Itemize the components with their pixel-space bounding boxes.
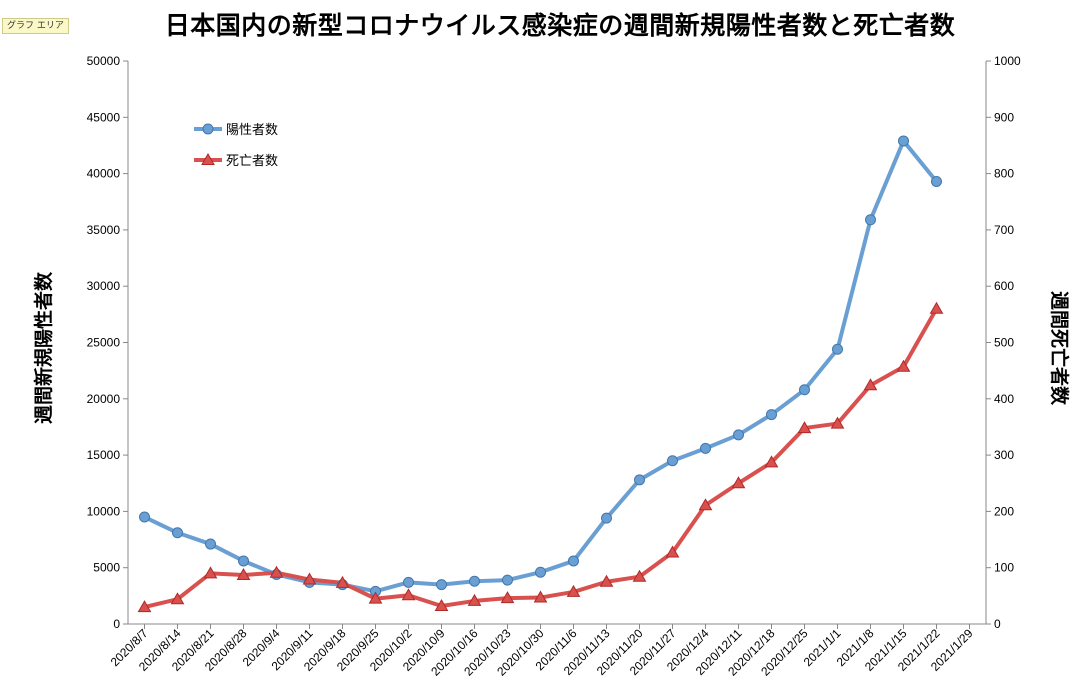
y-tick-label-right: 300 xyxy=(994,448,1014,462)
chart-area-tag: グラフ エリア xyxy=(2,18,69,34)
data-point-series-1 xyxy=(766,409,777,421)
data-point-series-2 xyxy=(929,301,944,314)
data-point-series-2 xyxy=(863,378,878,391)
legend-label-2: 死亡者数 xyxy=(226,154,278,169)
data-point-series-2 xyxy=(665,545,680,558)
data-point-series-1 xyxy=(238,555,249,567)
y-tick-label-left: 45000 xyxy=(87,110,121,124)
y-tick-label-left: 40000 xyxy=(87,167,121,181)
y-tick-label-right: 0 xyxy=(994,617,1001,631)
y-tick-label-left: 30000 xyxy=(87,279,121,293)
legend-label-1: 陽性者数 xyxy=(226,123,278,138)
data-point-series-1 xyxy=(931,175,942,187)
y-tick-label-left: 50000 xyxy=(87,54,121,68)
y-tick-label-left: 10000 xyxy=(87,504,121,518)
legend-marker-1 xyxy=(202,123,214,135)
data-point-series-2 xyxy=(335,575,350,588)
data-point-series-2 xyxy=(368,591,383,604)
data-point-series-2 xyxy=(764,455,779,468)
data-point-series-1 xyxy=(172,527,183,539)
data-point-series-2 xyxy=(236,568,251,581)
y-tick-label-right: 1000 xyxy=(994,54,1021,68)
series-line-2 xyxy=(142,306,939,610)
data-point-series-2 xyxy=(533,590,548,603)
data-point-series-1 xyxy=(799,384,810,396)
y-tick-label-left: 5000 xyxy=(93,561,120,575)
y-tick-label-right: 500 xyxy=(994,336,1014,350)
data-point-series-1 xyxy=(139,511,150,523)
y-axis-label-right: 週間死亡者数 xyxy=(1048,291,1071,406)
data-point-series-2 xyxy=(566,584,581,597)
y-tick-label-left: 20000 xyxy=(87,392,121,406)
data-point-series-1 xyxy=(832,343,843,355)
data-point-series-1 xyxy=(535,566,546,578)
y-tick-label-left: 35000 xyxy=(87,223,121,237)
data-point-series-2 xyxy=(302,572,317,585)
data-point-series-2 xyxy=(731,476,746,489)
data-point-series-2 xyxy=(797,421,812,434)
data-point-series-2 xyxy=(137,600,152,613)
y-tick-label-left: 25000 xyxy=(87,336,121,350)
y-tick-label-right: 100 xyxy=(994,561,1014,575)
data-point-series-2 xyxy=(500,591,515,604)
data-point-series-2 xyxy=(599,574,614,587)
y-tick-label-left: 15000 xyxy=(87,448,121,462)
data-point-series-2 xyxy=(467,593,482,606)
data-point-series-1 xyxy=(700,442,711,454)
y-tick-label-left: 0 xyxy=(113,617,120,631)
data-point-series-1 xyxy=(634,474,645,486)
data-point-series-2 xyxy=(203,566,218,579)
y-tick-label-right: 600 xyxy=(994,279,1014,293)
legend-marker-2 xyxy=(201,152,215,165)
chart-title: 日本国内の新型コロナウイルス感染症の週間新規陽性者数と死亡者数 xyxy=(164,11,956,40)
data-point-series-2 xyxy=(632,569,647,582)
y-axis-label-left: 週間新規陽性者数 xyxy=(32,271,55,424)
data-point-series-1 xyxy=(733,429,744,441)
data-point-series-2 xyxy=(434,598,449,611)
y-tick-label-right: 700 xyxy=(994,223,1014,237)
y-tick-label-right: 800 xyxy=(994,167,1014,181)
data-point-series-2 xyxy=(830,416,845,429)
y-tick-label-right: 900 xyxy=(994,110,1014,124)
data-point-series-1 xyxy=(469,575,480,587)
data-point-series-2 xyxy=(170,592,185,605)
series-line-1 xyxy=(142,138,939,594)
y-tick-label-right: 200 xyxy=(994,504,1014,518)
data-point-series-1 xyxy=(865,214,876,226)
data-point-series-1 xyxy=(601,512,612,524)
data-point-series-2 xyxy=(269,565,284,578)
data-point-series-1 xyxy=(568,555,579,567)
data-point-series-1 xyxy=(667,455,678,467)
data-point-series-2 xyxy=(896,359,911,372)
data-point-series-1 xyxy=(205,538,216,550)
data-point-series-1 xyxy=(898,135,909,147)
y-tick-label-right: 400 xyxy=(994,392,1014,406)
data-point-series-1 xyxy=(403,576,414,588)
data-point-series-2 xyxy=(698,498,713,511)
data-point-series-2 xyxy=(401,588,416,601)
data-point-series-1 xyxy=(436,579,447,591)
data-point-series-1 xyxy=(502,574,513,586)
